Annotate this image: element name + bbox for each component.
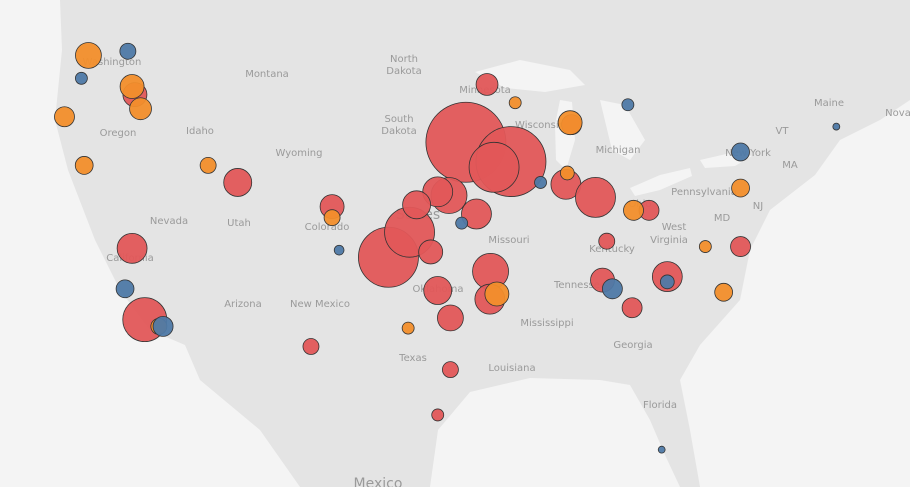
state-label: VT <box>776 126 790 137</box>
bubble[interactable] <box>119 74 145 99</box>
bubble[interactable] <box>730 236 751 257</box>
bubble[interactable] <box>621 297 643 319</box>
state-label: Washington <box>83 57 142 68</box>
bubble[interactable] <box>437 304 464 332</box>
bubble[interactable] <box>468 141 520 193</box>
state-label: New Mexico <box>290 299 350 310</box>
bubble[interactable] <box>115 279 135 299</box>
state-label: Florida <box>643 400 677 411</box>
bubble[interactable] <box>152 316 174 337</box>
bubble[interactable] <box>714 282 733 302</box>
bubble[interactable] <box>119 42 137 60</box>
state-label: Wisconsin <box>515 120 565 131</box>
lake-huron <box>600 100 645 160</box>
state-label: South <box>384 114 413 125</box>
bubble[interactable] <box>832 122 841 131</box>
bubble[interactable] <box>129 97 152 121</box>
state-label: Tennessee <box>553 280 606 291</box>
bubble[interactable] <box>731 142 750 162</box>
bubble[interactable] <box>559 165 575 181</box>
state-label: MD <box>714 213 731 224</box>
pacific <box>0 0 300 487</box>
state-label: Utah <box>227 218 251 229</box>
state-label: Pennsylvania <box>671 187 737 198</box>
state-label: Kentucky <box>589 244 635 255</box>
bubble[interactable] <box>199 156 217 174</box>
state-label: Missouri <box>488 235 529 246</box>
state-label: Wyoming <box>276 148 323 159</box>
bubble[interactable] <box>402 190 432 220</box>
state-label: Montana <box>245 69 289 80</box>
bubble[interactable] <box>461 198 492 230</box>
bubble[interactable] <box>508 96 522 110</box>
bubble[interactable] <box>623 199 644 221</box>
lake-erie <box>630 168 692 196</box>
bubble[interactable] <box>657 445 666 454</box>
lake-superior <box>475 60 585 92</box>
bubble[interactable] <box>731 178 750 198</box>
bubble[interactable] <box>74 156 94 175</box>
bubble[interactable] <box>116 233 148 264</box>
bubble[interactable] <box>455 216 469 230</box>
bubble[interactable] <box>442 361 459 379</box>
region-label: Nova <box>885 108 910 119</box>
state-label: Nevada <box>150 216 188 227</box>
state-label: Louisiana <box>488 363 535 374</box>
state-label: Oregon <box>100 128 137 139</box>
bubble[interactable] <box>575 176 616 218</box>
state-label: West <box>662 222 687 233</box>
bubble[interactable] <box>423 276 453 305</box>
bubble[interactable] <box>323 209 341 227</box>
bubble[interactable] <box>401 321 415 335</box>
bubbles <box>54 42 841 454</box>
state-label: NJ <box>753 201 763 212</box>
state-label: North <box>390 54 418 65</box>
bubble[interactable] <box>557 110 583 136</box>
gulf <box>430 378 680 487</box>
state-label: Dakota <box>386 66 421 77</box>
bubble[interactable] <box>484 281 510 307</box>
state-label: Colorado <box>305 222 350 233</box>
state-label: Texas <box>398 353 427 364</box>
state-label: Dakota <box>381 126 416 137</box>
state-label: Mississippi <box>520 318 573 329</box>
bubble[interactable] <box>54 106 75 128</box>
state-label: Michigan <box>596 145 641 156</box>
state-label: Virginia <box>650 235 688 246</box>
bubble[interactable] <box>601 278 623 300</box>
bubble[interactable] <box>534 176 547 189</box>
bubble[interactable] <box>75 42 102 69</box>
bubble[interactable] <box>475 73 499 96</box>
bubble[interactable] <box>598 232 616 250</box>
bubble[interactable] <box>621 98 635 112</box>
bubble[interactable] <box>659 274 675 290</box>
state-label: Georgia <box>613 340 652 351</box>
atlantic <box>680 100 910 487</box>
bubble[interactable] <box>418 239 444 265</box>
bubble[interactable] <box>223 168 253 197</box>
bubble[interactable] <box>74 71 88 85</box>
bubble[interactable] <box>302 338 320 355</box>
state-label: Arizona <box>224 299 262 310</box>
bubble[interactable] <box>431 408 445 422</box>
bubble[interactable] <box>333 244 345 256</box>
bubble[interactable] <box>698 240 712 253</box>
state-label: Idaho <box>186 126 214 137</box>
state-label: Maine <box>814 98 844 109</box>
state-label: MA <box>782 160 798 171</box>
country-label: Mexico <box>354 476 403 487</box>
